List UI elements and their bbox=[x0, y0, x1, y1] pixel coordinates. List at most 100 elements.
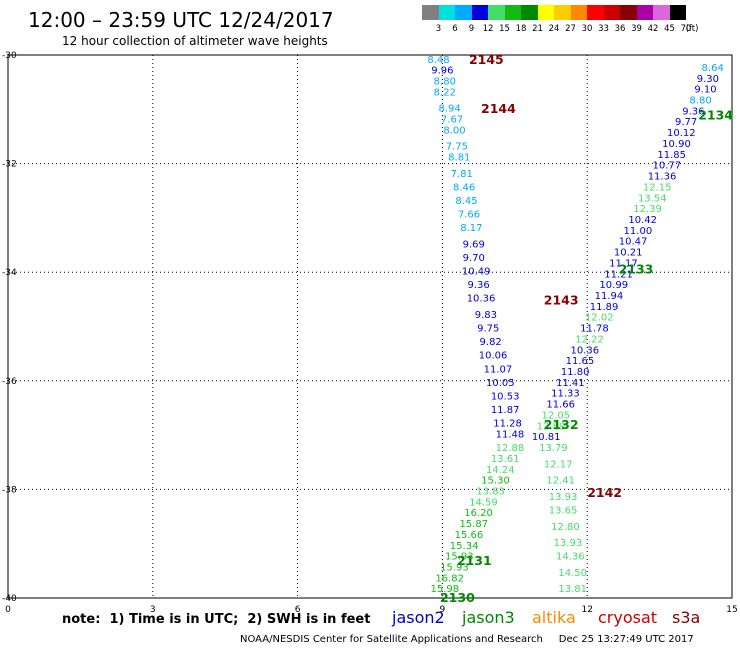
wave-height-value: 11.21 bbox=[604, 269, 633, 280]
wave-height-value: 12.22 bbox=[575, 334, 604, 345]
wave-height-value: 11.80 bbox=[561, 367, 590, 378]
wave-height-value: 10.42 bbox=[628, 215, 657, 226]
wave-height-value: 16.82 bbox=[435, 573, 464, 584]
page-title: 12:00 – 23:59 UTC 12/24/2017 bbox=[28, 8, 334, 32]
wave-height-value: 9.10 bbox=[694, 85, 716, 96]
wave-height-value: 12.15 bbox=[643, 182, 672, 193]
wave-height-value: 15.87 bbox=[459, 519, 488, 530]
pass-number-label: 2143 bbox=[544, 292, 579, 307]
wave-height-value: 14.36 bbox=[556, 552, 585, 563]
satellite-cryosat: cryosat bbox=[598, 608, 658, 627]
wave-points: 8.489.968.808.228.947.678.007.758.817.81… bbox=[427, 55, 723, 595]
wave-height-value: 13.61 bbox=[491, 454, 520, 465]
wave-height-value: 11.89 bbox=[590, 302, 619, 313]
wave-height-value: 9.82 bbox=[480, 337, 502, 348]
colorbar-swatch bbox=[554, 5, 571, 20]
colorbar-swatch bbox=[603, 5, 620, 20]
colorbar-label: 45 bbox=[664, 24, 675, 34]
colorbar-swatch bbox=[471, 5, 488, 20]
wave-height-value: 11.41 bbox=[556, 378, 585, 389]
colorbar-label: 39 bbox=[631, 24, 642, 34]
footer-note: note: 1) Time is in UTC; 2) SWH is in fe… bbox=[62, 612, 371, 627]
wave-height-value: 10.36 bbox=[570, 345, 599, 356]
wave-height-value: 15.93 bbox=[445, 552, 474, 563]
map-frame bbox=[7, 54, 733, 599]
wave-height-value: 9.70 bbox=[463, 253, 485, 264]
y-tick-label: -32 bbox=[2, 160, 17, 170]
page-subtitle: 12 hour collection of altimeter wave hei… bbox=[62, 34, 328, 48]
wave-height-value: 13.54 bbox=[638, 193, 667, 204]
wave-height-value: 11.36 bbox=[648, 172, 677, 183]
wave-height-value: 10.12 bbox=[667, 128, 696, 139]
colorbar-label: 15 bbox=[499, 24, 510, 34]
wave-height-value: 12.02 bbox=[585, 313, 614, 324]
wave-height-value: 9.36 bbox=[467, 280, 489, 291]
colorbar-label: 36 bbox=[614, 24, 626, 34]
wave-height-value: 8.46 bbox=[453, 182, 475, 193]
x-tick-label: 15 bbox=[726, 605, 737, 615]
wave-height-value: 11.65 bbox=[566, 356, 595, 367]
pass-number-label: 2131 bbox=[457, 553, 492, 568]
colorbar-unit: (ft) bbox=[685, 24, 699, 34]
colorbar-swatch bbox=[669, 5, 686, 20]
satellite-altika: altika bbox=[532, 608, 576, 627]
wave-height-value: 10.36 bbox=[467, 294, 496, 305]
wave-height-value: 15.98 bbox=[430, 584, 459, 595]
colorbar-swatch bbox=[438, 5, 455, 20]
colorbar-label: 12 bbox=[482, 24, 494, 34]
wave-height-value: 12.17 bbox=[544, 459, 573, 470]
wave-height-value: 8.64 bbox=[702, 63, 724, 74]
colorbar-swatch bbox=[570, 5, 587, 20]
wave-height-value: 10.05 bbox=[486, 378, 515, 389]
wave-height-value: 8.45 bbox=[455, 196, 477, 207]
pass-number-label: 2144 bbox=[481, 101, 516, 116]
wave-height-value: 10.53 bbox=[491, 391, 520, 402]
colorbar-swatch bbox=[537, 5, 554, 20]
wave-height-value: 11.87 bbox=[491, 405, 520, 416]
wave-height-value: 11.17 bbox=[609, 258, 638, 269]
wave-height-value: 10.81 bbox=[532, 432, 561, 443]
colorbar-swatch bbox=[620, 5, 637, 20]
wave-height-value: 12.39 bbox=[633, 204, 662, 215]
colorbar-label: 42 bbox=[647, 24, 659, 34]
wave-height-value: 10.47 bbox=[619, 237, 648, 248]
wave-height-value: 9.69 bbox=[463, 239, 485, 250]
colorbar-swatch bbox=[455, 5, 472, 20]
wave-height-value: 11.28 bbox=[493, 419, 522, 430]
colorbar-swatch bbox=[521, 5, 538, 20]
wave-height-value: 12.41 bbox=[546, 476, 575, 487]
x-tick-label: 9 bbox=[440, 605, 446, 615]
wave-height-value: 8.81 bbox=[448, 153, 470, 164]
wave-height-value: 9.83 bbox=[475, 310, 497, 321]
wave-height-value: 9.96 bbox=[431, 66, 453, 77]
wave-height-value: 10.90 bbox=[662, 139, 691, 150]
wave-height-value: 12.88 bbox=[496, 443, 525, 454]
wave-height-value: 11.33 bbox=[551, 389, 580, 400]
colorbar-swatch bbox=[422, 5, 439, 20]
y-tick-label: -38 bbox=[2, 485, 17, 495]
wave-height-value: 10.99 bbox=[599, 280, 628, 291]
wave-height-value: 11.00 bbox=[624, 226, 653, 237]
wave-height-value: 8.00 bbox=[443, 125, 465, 136]
wave-height-value: 8.80 bbox=[434, 77, 456, 88]
wave-height-value: 8.22 bbox=[434, 87, 456, 98]
wave-height-value: 7.81 bbox=[451, 169, 473, 180]
wave-height-value: 9.77 bbox=[675, 117, 697, 128]
pass-number-label: 2142 bbox=[587, 485, 622, 500]
colorbar-label: 27 bbox=[565, 24, 576, 34]
wave-height-value: 12.89 bbox=[537, 421, 566, 432]
wave-height-value: 10.21 bbox=[614, 248, 643, 259]
wave-height-value: 7.75 bbox=[446, 142, 468, 153]
map-border bbox=[7, 54, 733, 599]
y-tick-label: -30 bbox=[2, 51, 17, 61]
pass-number-label: 2145 bbox=[469, 52, 504, 67]
satellite-s3a: s3a bbox=[672, 608, 701, 627]
wave-height-value: 12.80 bbox=[551, 522, 580, 533]
wave-height-value: 13.81 bbox=[558, 584, 587, 595]
wave-height-value: 16.20 bbox=[464, 508, 493, 519]
footer-credit: NOAA/NESDIS Center for Satellite Applica… bbox=[240, 634, 694, 645]
wave-height-value: 13.93 bbox=[549, 492, 578, 503]
wave-height-value: 15.30 bbox=[481, 476, 510, 487]
colorbar-label: 33 bbox=[598, 24, 609, 34]
